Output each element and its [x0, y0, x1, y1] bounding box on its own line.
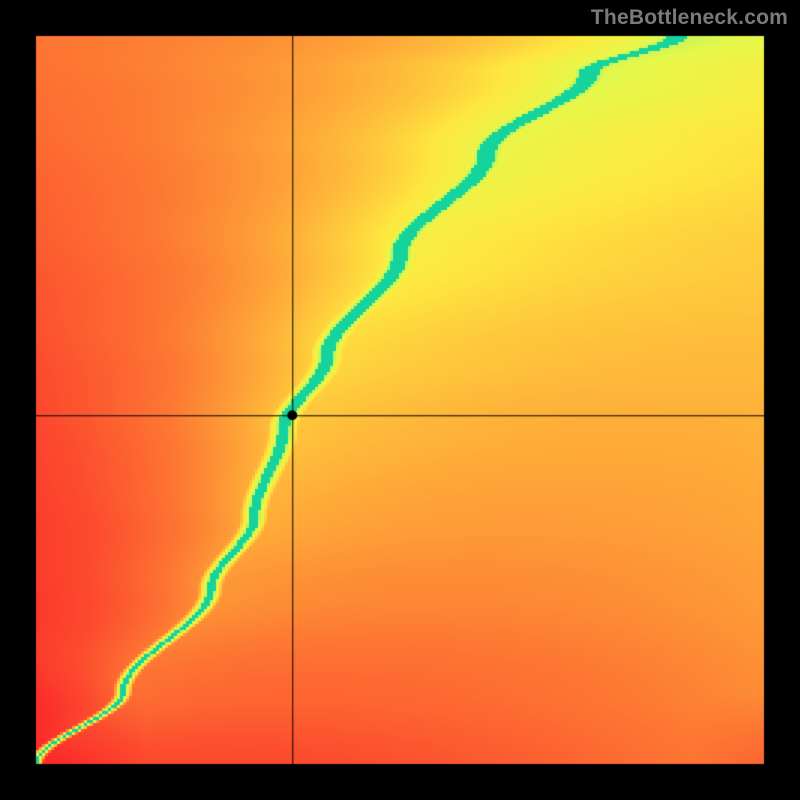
figure-root: TheBottleneck.com	[0, 0, 800, 800]
watermark-text: TheBottleneck.com	[591, 6, 788, 30]
heatmap-canvas	[0, 0, 800, 800]
